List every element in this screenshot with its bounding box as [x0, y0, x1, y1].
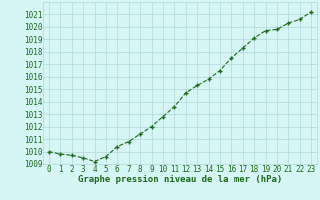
X-axis label: Graphe pression niveau de la mer (hPa): Graphe pression niveau de la mer (hPa) — [78, 175, 282, 184]
